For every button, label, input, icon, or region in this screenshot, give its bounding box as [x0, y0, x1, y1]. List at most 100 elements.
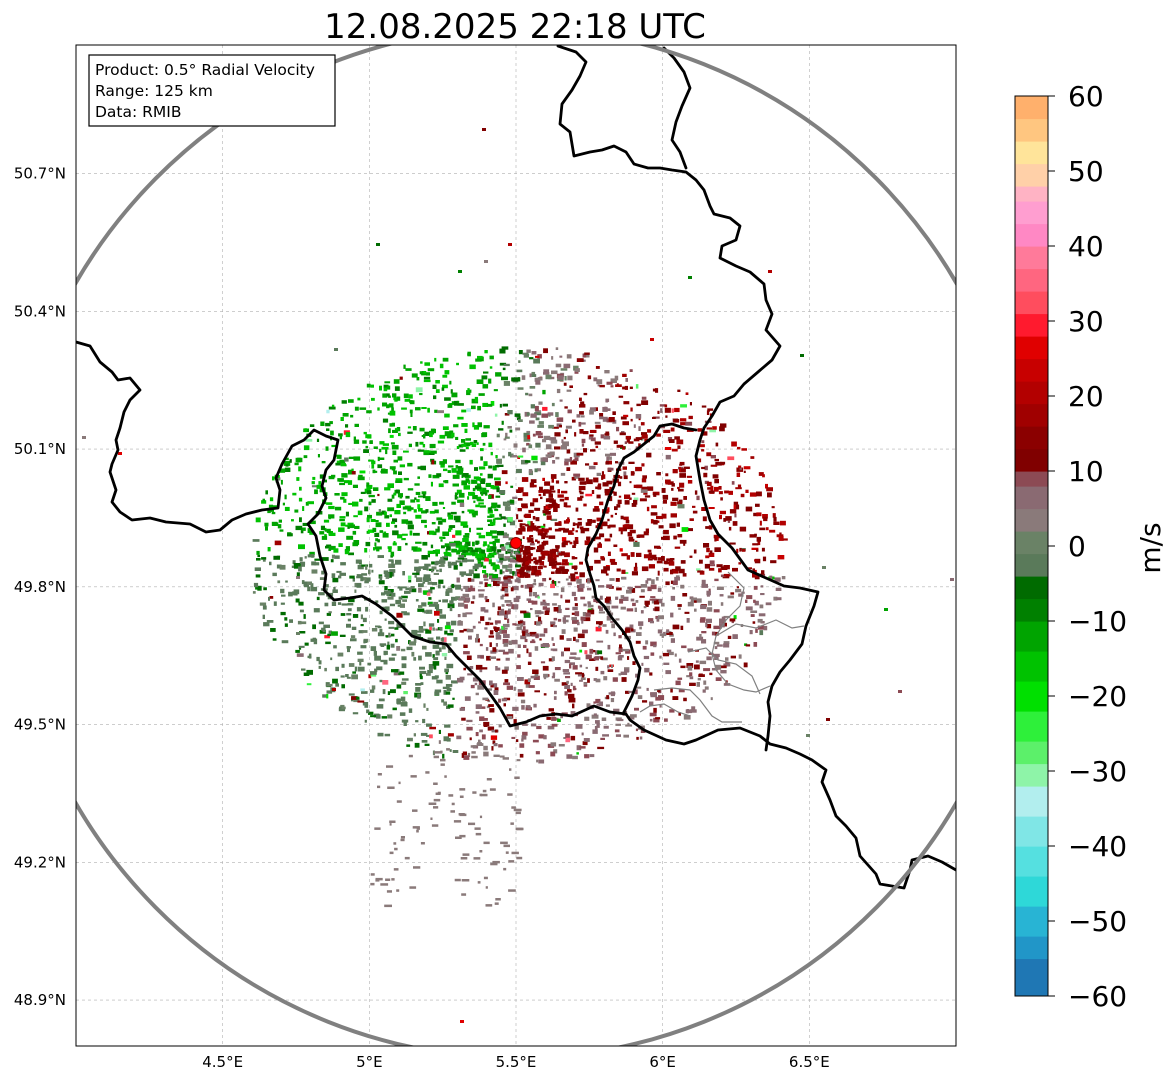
velocity-echo-pixel [307, 581, 312, 585]
colorbar-tick-label: −10 [1068, 605, 1127, 638]
velocity-echo-pixel [476, 442, 479, 445]
velocity-echo-pixel [476, 379, 484, 384]
velocity-echo-pixel [414, 742, 420, 748]
velocity-echo-pixel [677, 504, 685, 509]
velocity-echo-pixel [435, 552, 438, 557]
velocity-echo-pixel [521, 546, 524, 549]
velocity-echo-pixel [295, 525, 303, 531]
velocity-echo-pixel [701, 449, 705, 452]
velocity-echo-pixel [611, 623, 615, 629]
velocity-echo-pixel [475, 540, 479, 545]
velocity-echo-pixel [551, 563, 557, 568]
velocity-echo-pixel [422, 718, 426, 724]
velocity-echo-pixel [396, 396, 401, 401]
velocity-echo-pixel [743, 662, 748, 668]
velocity-echo-pixel [594, 536, 601, 540]
velocity-echo-pixel [469, 459, 473, 465]
velocity-echo-pixel [338, 433, 343, 437]
velocity-echo-pixel [444, 431, 451, 437]
velocity-echo-pixel [448, 794, 454, 797]
lat-tick-label: 50.7°N [14, 165, 66, 183]
velocity-echo-pixel [446, 663, 454, 669]
velocity-echo-pixel [447, 587, 453, 591]
velocity-echo-pixel [453, 515, 461, 521]
velocity-echo-pixel [375, 522, 382, 528]
velocity-echo-pixel [714, 458, 719, 462]
velocity-echo-pixel [541, 527, 544, 532]
velocity-echo-pixel [517, 689, 523, 692]
velocity-echo-pixel [468, 480, 471, 485]
velocity-echo-pixel [444, 656, 447, 660]
velocity-echo-pixel [704, 563, 710, 569]
velocity-echo-pixel [579, 746, 586, 749]
velocity-echo-pixel [306, 683, 312, 686]
velocity-echo-pixel [482, 789, 487, 793]
velocity-echo-pixel [647, 486, 654, 491]
velocity-echo-pixel [622, 572, 629, 574]
velocity-echo-pixel [272, 638, 277, 641]
velocity-echo-pixel [377, 539, 380, 543]
velocity-echo-pixel [561, 551, 565, 556]
velocity-echo-pixel [479, 581, 483, 585]
velocity-echo-pixel [723, 683, 731, 686]
velocity-echo-pixel [756, 512, 762, 517]
velocity-echo-pixel [567, 689, 572, 693]
velocity-echo-pixel [669, 439, 675, 443]
velocity-echo-pixel [707, 408, 714, 411]
velocity-echo-pixel [395, 489, 400, 494]
velocity-echo-pixel [458, 555, 465, 558]
velocity-echo-pixel [445, 549, 448, 553]
radar-site-marker[interactable] [510, 537, 522, 549]
velocity-echo-pixel [566, 638, 572, 641]
velocity-echo-pixel [762, 556, 767, 562]
velocity-echo-pixel [300, 529, 304, 534]
velocity-echo-pixel [455, 465, 459, 469]
velocity-echo-pixel [442, 374, 448, 378]
velocity-echo-pixel [543, 735, 547, 740]
velocity-echo-pixel [541, 413, 549, 418]
velocity-echo-pixel [604, 491, 610, 496]
velocity-echo-pixel [448, 465, 454, 468]
velocity-echo-pixel [388, 395, 391, 398]
velocity-echo-pixel [616, 504, 621, 508]
velocity-echo-pixel [515, 427, 521, 431]
velocity-echo-pixel [597, 384, 600, 387]
velocity-echo-pixel [722, 622, 727, 627]
velocity-echo-pixel [452, 750, 459, 753]
velocity-echo-pixel [455, 545, 463, 548]
velocity-echo-pixel [485, 904, 493, 907]
velocity-echo-pixel [660, 408, 663, 413]
velocity-echo-pixel [503, 578, 510, 584]
velocity-echo-pixel [252, 591, 256, 594]
velocity-echo-pixel [473, 425, 479, 430]
velocity-echo-pixel [527, 523, 535, 528]
velocity-echo-pixel [434, 509, 439, 514]
velocity-echo-pixel [516, 759, 521, 762]
velocity-echo-pixel [364, 704, 369, 708]
velocity-echo-pixel [483, 461, 488, 466]
velocity-echo-pixel [389, 514, 392, 518]
velocity-echo-pixel [389, 410, 396, 416]
velocity-echo-pixel [596, 379, 603, 385]
colorbar-segment [1015, 846, 1048, 877]
velocity-echo-pixel [720, 574, 726, 578]
velocity-echo-pixel [716, 564, 723, 568]
velocity-echo-pixel [373, 446, 378, 449]
velocity-echo-pixel [548, 453, 552, 458]
velocity-echo-pixel [525, 705, 531, 708]
velocity-echo-pixel [587, 578, 591, 581]
velocity-echo-pixel [596, 494, 601, 499]
colorbar-segment [1015, 508, 1048, 532]
velocity-echo-pixel [471, 755, 478, 759]
velocity-echo-pixel [389, 423, 393, 427]
velocity-echo-pixel [604, 598, 610, 603]
velocity-echo-pixel [510, 485, 514, 488]
velocity-echo-pixel [577, 588, 584, 592]
velocity-echo-pixel [357, 397, 361, 401]
velocity-echo-pixel [898, 690, 902, 693]
velocity-echo-pixel [440, 637, 443, 642]
velocity-echo-pixel [557, 718, 561, 722]
velocity-echo-pixel [650, 584, 657, 590]
velocity-echo-pixel [723, 565, 730, 570]
velocity-echo-pixel [551, 716, 557, 721]
